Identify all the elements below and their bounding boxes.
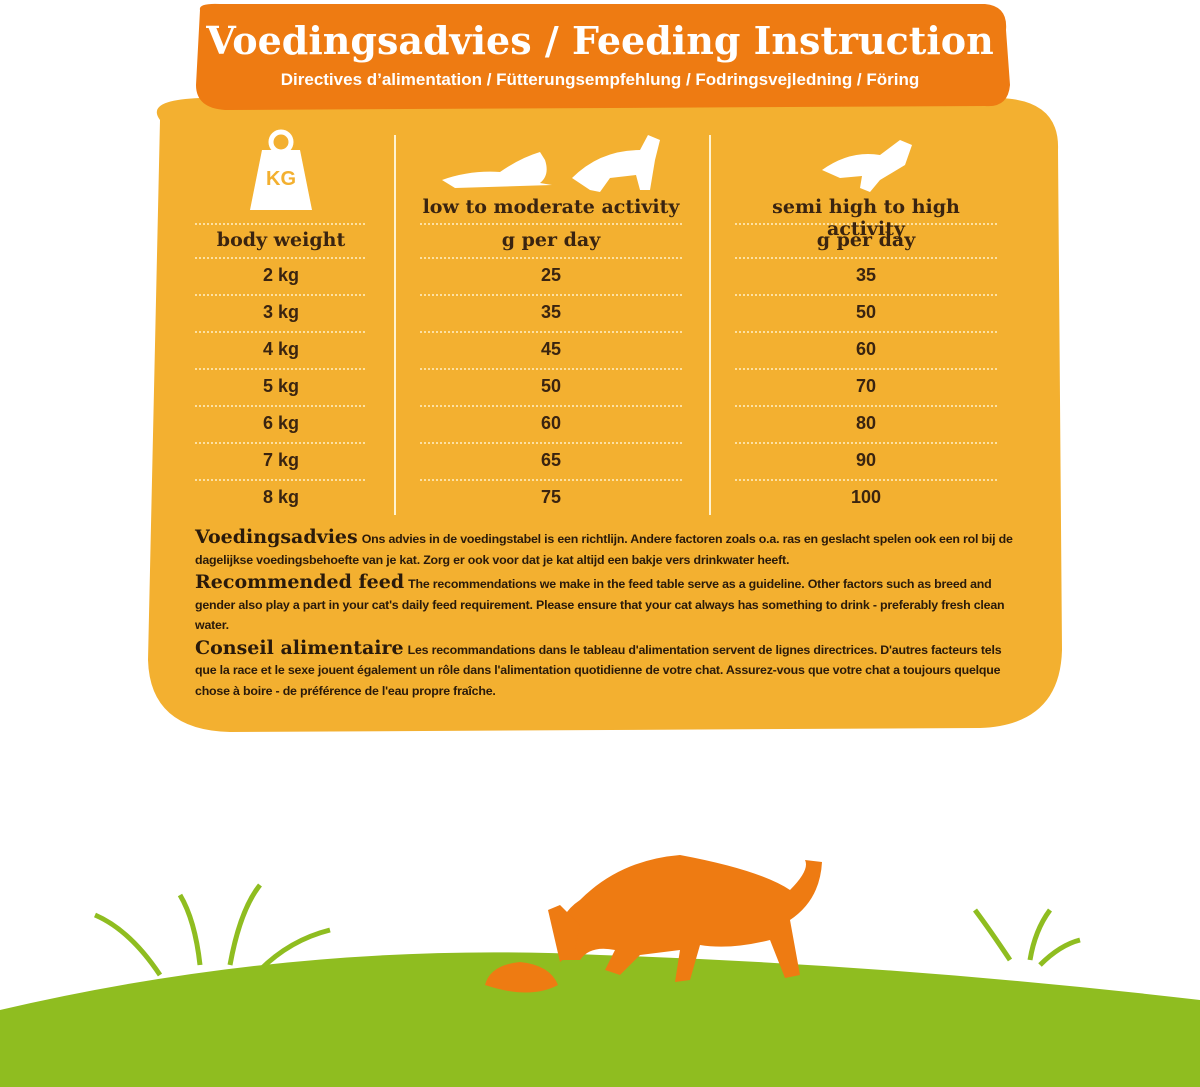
amount: 50 [855,302,877,322]
note-text: Ons advies in de voedingstabel is een ri… [195,532,1013,567]
header-band [196,3,1010,110]
body-weight: 6 kg [262,413,300,433]
food-bowl [485,962,558,993]
weight-label: KG [266,168,296,190]
note: Conseil alimentaire Les recommandations d… [195,636,1020,702]
amount: 80 [855,413,877,433]
amount: 25 [540,265,562,285]
note-heading: Conseil alimentaire [195,636,404,659]
note: Voedingsadvies Ons advies in de voedingst… [195,527,1020,570]
body-weight: 5 kg [262,376,300,396]
cat-running [822,140,912,192]
note-heading: Voedingsadvies [195,526,358,548]
column-header: g per day [501,229,601,251]
notes: Voedingsadvies Ons advies in de voedingst… [195,527,1020,703]
amount: 60 [855,339,877,359]
row-rules [195,223,997,481]
amount: 45 [540,339,562,359]
note-heading: Recommended feed [195,571,405,593]
amount: 90 [855,450,877,470]
amount: 60 [540,413,562,433]
body-weight: 2 kg [262,265,300,285]
amount: 35 [540,302,562,322]
column-header: body weight [216,229,346,251]
title: Voedingsadvies / Feeding Instruction [206,18,994,63]
amount: 35 [855,265,877,285]
column-header: g per day [816,229,916,251]
note: Recommended feed The recommendations we m… [195,572,1020,636]
amount: 50 [540,376,562,396]
grass-hill [0,952,1200,1087]
activity-header: low to moderate activity [422,196,680,218]
amount: 70 [855,376,877,396]
note-text: The recommendations we make in the feed … [195,577,1005,632]
body-weight: 4 kg [262,339,300,359]
amount: 65 [540,450,562,470]
amount: 100 [850,487,882,507]
cat-sitting [572,135,660,192]
cat-lying [442,152,552,188]
activity-header: semi high to high activity [772,196,960,240]
body-weight: 7 kg [262,450,300,470]
grass-tufts [93,883,1081,977]
weight-icon [250,129,312,210]
panel [148,98,1062,732]
cat-head [548,905,580,962]
body-weight: 3 kg [262,302,300,322]
amount: 75 [540,487,562,507]
body-weight: 8 kg [262,487,300,507]
note-text: Les recommandations dans le tableau d'al… [195,642,1002,698]
cat-eating [557,855,822,982]
subtitle: Directives d’alimentation / Fütterungsem… [280,70,920,89]
